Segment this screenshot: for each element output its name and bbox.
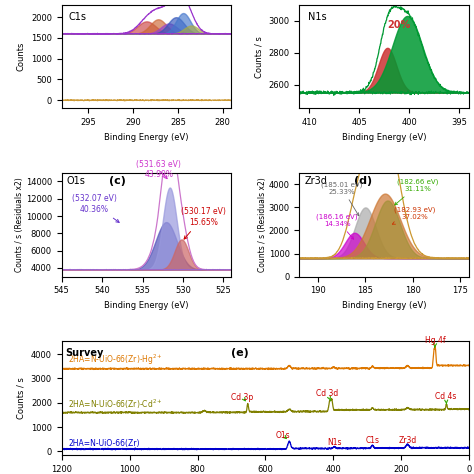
Text: (d): (d) bbox=[354, 176, 372, 186]
Text: Cd 3d: Cd 3d bbox=[316, 389, 338, 401]
Y-axis label: Counts / s (Residuals x2): Counts / s (Residuals x2) bbox=[258, 177, 267, 272]
Text: Zr3d: Zr3d bbox=[398, 436, 417, 445]
Text: 2HA=N-UiO-66(Zr): 2HA=N-UiO-66(Zr) bbox=[68, 439, 140, 448]
Y-axis label: Counts / s: Counts / s bbox=[16, 377, 25, 419]
Text: N1s: N1s bbox=[308, 12, 327, 22]
Y-axis label: Counts / s (Residuals x2): Counts / s (Residuals x2) bbox=[15, 177, 24, 272]
Text: 20%: 20% bbox=[388, 19, 411, 29]
Text: Hg 4f: Hg 4f bbox=[425, 336, 446, 348]
X-axis label: Binding Energy (eV): Binding Energy (eV) bbox=[104, 133, 189, 142]
Text: C1s: C1s bbox=[365, 436, 380, 445]
Text: (c): (c) bbox=[109, 176, 126, 186]
Text: 2HA=N-UiO-66(Zr)-Cd$^{2+}$: 2HA=N-UiO-66(Zr)-Cd$^{2+}$ bbox=[68, 398, 163, 411]
Y-axis label: Counts / s: Counts / s bbox=[254, 36, 263, 78]
Text: Survey: Survey bbox=[65, 348, 103, 358]
Text: C1s: C1s bbox=[68, 12, 86, 22]
Text: (531.63 eV)
43.99%: (531.63 eV) 43.99% bbox=[136, 160, 181, 179]
Text: O1s: O1s bbox=[67, 176, 86, 186]
Text: Cd 3p: Cd 3p bbox=[231, 392, 254, 401]
Text: (185.01 eV)
25.33%: (185.01 eV) 25.33% bbox=[321, 181, 363, 216]
X-axis label: Binding Energy (eV): Binding Energy (eV) bbox=[342, 301, 427, 310]
Y-axis label: Counts: Counts bbox=[16, 42, 25, 71]
Text: Cd 4s: Cd 4s bbox=[435, 392, 456, 404]
X-axis label: Binding Energy (eV): Binding Energy (eV) bbox=[104, 301, 189, 310]
Text: (182.66 eV)
31.11%: (182.66 eV) 31.11% bbox=[395, 179, 438, 205]
Text: (532.07 eV)
40.36%: (532.07 eV) 40.36% bbox=[72, 194, 119, 222]
Text: (182.93 eV)
37.02%: (182.93 eV) 37.02% bbox=[392, 207, 435, 224]
Text: Zr3d: Zr3d bbox=[304, 176, 328, 186]
Text: (e): (e) bbox=[231, 348, 249, 358]
X-axis label: Binding Energy (eV): Binding Energy (eV) bbox=[342, 133, 427, 142]
Text: (186.16 eV)
14.34%: (186.16 eV) 14.34% bbox=[317, 213, 358, 239]
Text: (530.17 eV)
15.65%: (530.17 eV) 15.65% bbox=[181, 207, 226, 239]
Text: N1s: N1s bbox=[327, 438, 342, 447]
Text: 2HA=N-UiO-66(Zr)-Hg$^{2+}$: 2HA=N-UiO-66(Zr)-Hg$^{2+}$ bbox=[68, 353, 164, 367]
Text: O1s: O1s bbox=[276, 431, 290, 440]
